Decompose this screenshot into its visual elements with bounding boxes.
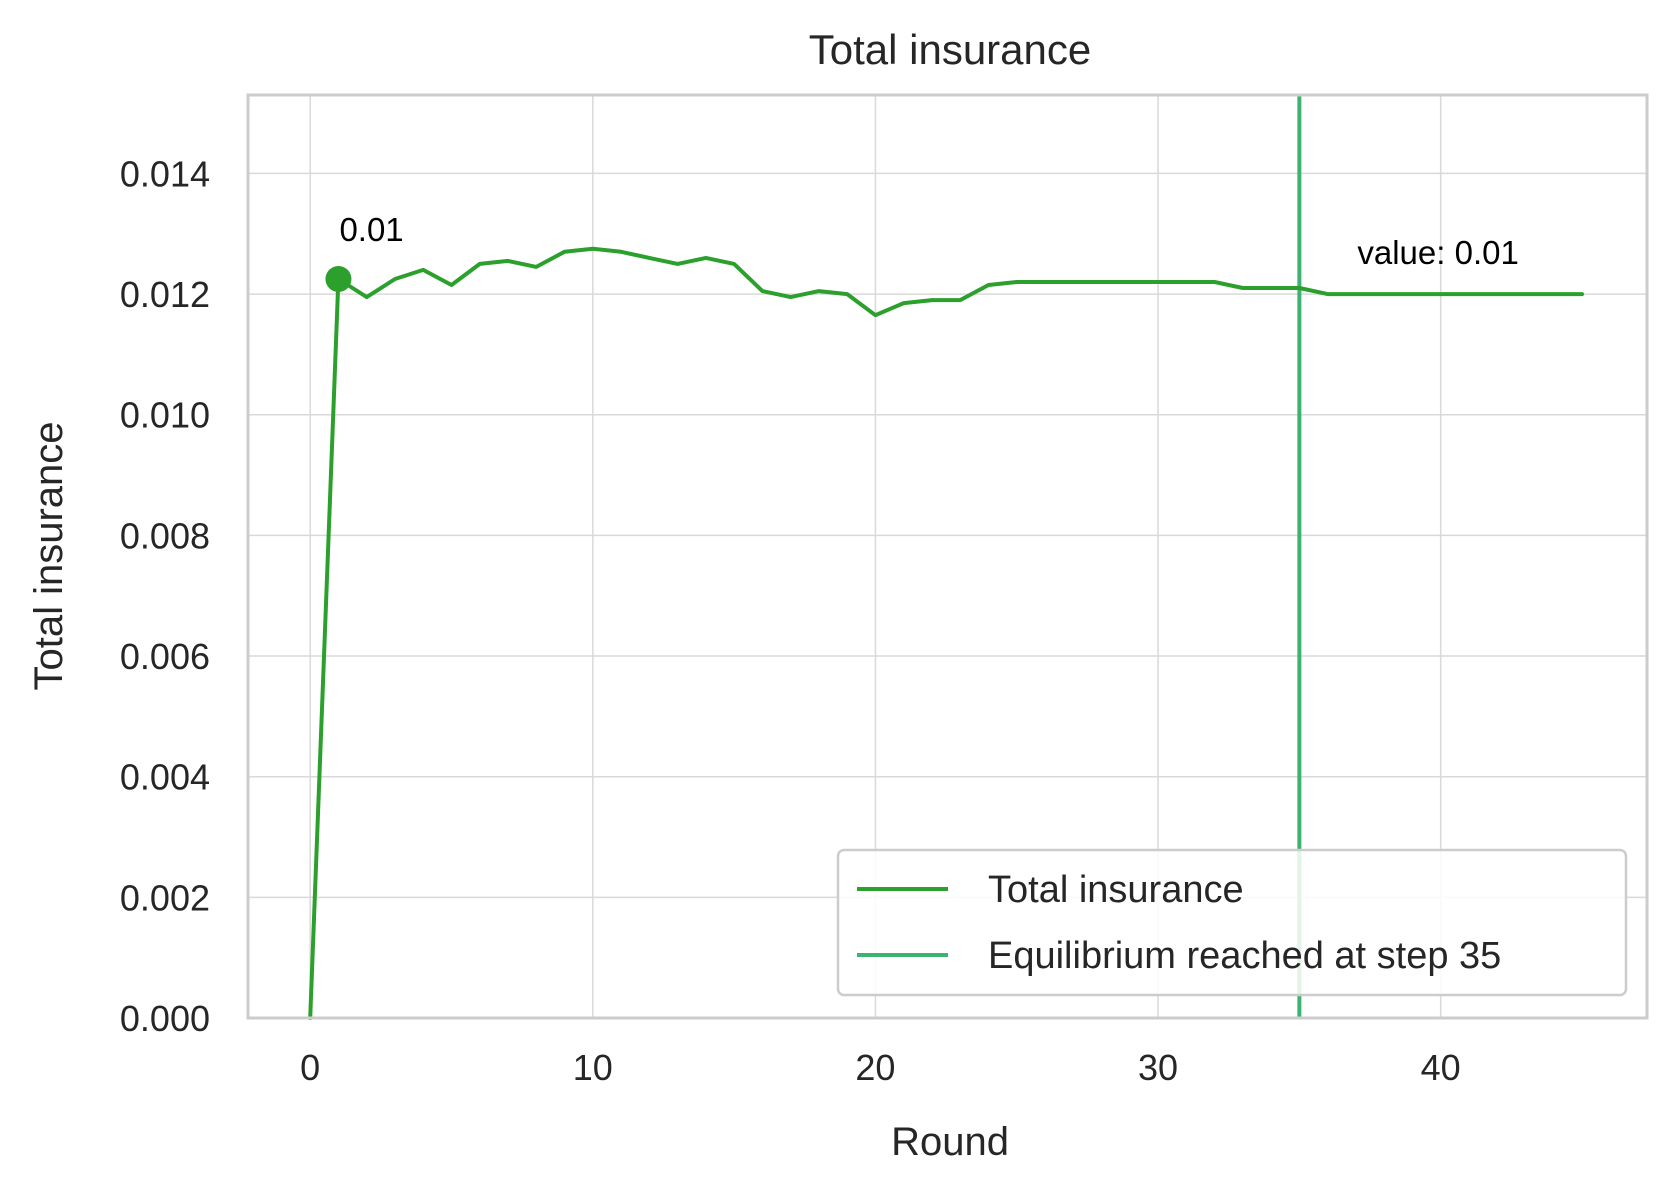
x-axis-label: Round — [891, 1120, 1009, 1164]
y-tick-label: 0.010 — [120, 395, 210, 436]
series-line-total-insurance — [308, 246, 1584, 1020]
annotation-label: value: 0.01 — [1357, 234, 1518, 271]
y-tick-label: 0.006 — [120, 636, 210, 677]
x-tick-label: 40 — [1421, 1047, 1461, 1088]
legend-box — [836, 848, 1628, 997]
x-tick-label: 10 — [573, 1047, 613, 1088]
legend: Total insurance Equilibrium reached at st… — [836, 848, 1628, 997]
plot-frame — [246, 93, 1649, 1020]
y-tick-labels: 0.000 0.002 0.004 0.006 0.008 0.010 0.012 0.014 — [120, 153, 210, 1039]
x-tick-label: 0 — [300, 1047, 320, 1088]
y-tick-label: 0.002 — [120, 877, 210, 918]
x-tick-label: 20 — [855, 1047, 895, 1088]
x-tick-label: 30 — [1138, 1047, 1178, 1088]
y-tick-label: 0.012 — [120, 274, 210, 315]
y-tick-label: 0.014 — [120, 153, 210, 194]
y-axis-label: Total insurance — [27, 421, 71, 690]
y-tick-label: 0.000 — [120, 998, 210, 1039]
x-tick-labels: 0 10 20 30 40 — [300, 1047, 1461, 1088]
point-markers — [325, 265, 352, 292]
legend-label: Total insurance — [988, 869, 1244, 911]
annotations: 0.01 value: 0.01 — [339, 211, 1518, 271]
legend-label: Equilibrium reached at step 35 — [988, 935, 1501, 977]
y-tick-label: 0.008 — [120, 515, 210, 556]
chart-title: Total insurance — [809, 26, 1092, 73]
annotation-label: 0.01 — [339, 211, 403, 248]
y-tick-label: 0.004 — [120, 757, 210, 798]
series-lines — [308, 246, 1584, 1020]
highlight-point — [325, 265, 352, 292]
